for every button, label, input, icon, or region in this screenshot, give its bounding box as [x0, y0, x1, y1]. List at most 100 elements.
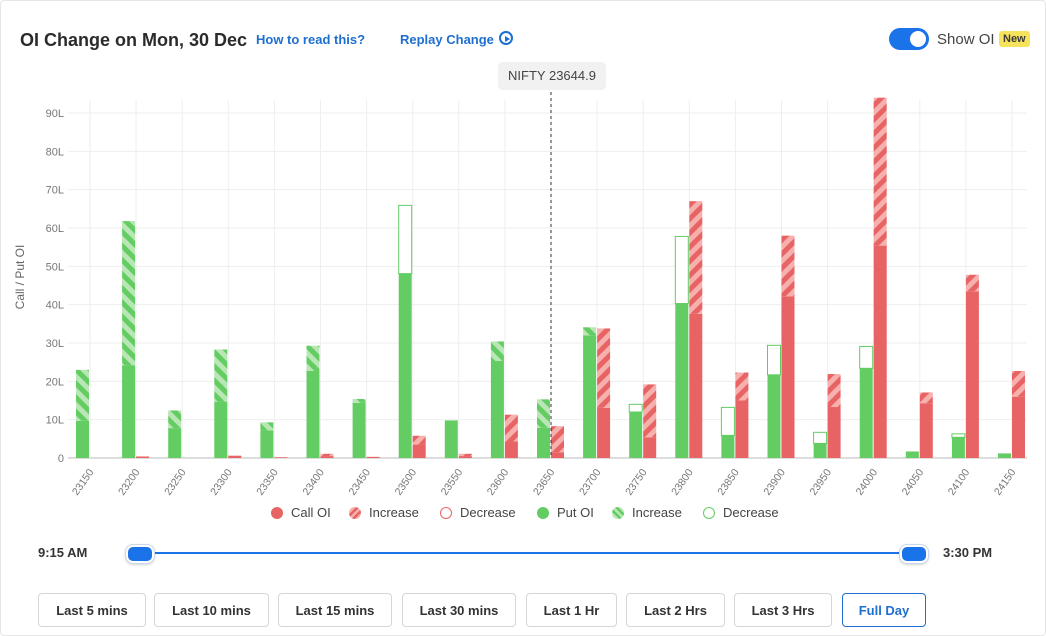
- time-range-button[interactable]: Last 3 Hrs: [734, 593, 832, 627]
- x-tick-label: 23750: [623, 467, 650, 498]
- put-oi-bar: [629, 412, 643, 458]
- y-tick-label: 90L: [46, 108, 64, 120]
- call-increase-bar: [689, 201, 703, 314]
- show-oi-label: Show OI: [937, 31, 995, 48]
- call-oi-bar: [781, 296, 795, 458]
- legend-item-call-outline[interactable]: Decrease: [440, 505, 516, 520]
- call-increase-bar: [1012, 370, 1025, 397]
- time-range-button[interactable]: Last 10 mins: [154, 593, 269, 627]
- put-oi-bar: [306, 370, 320, 458]
- y-tick-label: 40L: [46, 300, 64, 312]
- legend-label: Put OI: [557, 505, 594, 520]
- call-increase-bar: [597, 328, 611, 408]
- put-increase-bar: [490, 341, 504, 362]
- time-range-button[interactable]: Last 5 mins: [38, 593, 146, 627]
- legend-item-put-hatch[interactable]: Increase: [612, 505, 682, 520]
- call-increase-bar: [320, 453, 334, 457]
- legend-item-call-hatch[interactable]: Increase: [349, 505, 419, 520]
- legend-item-put-outline[interactable]: Decrease: [703, 505, 779, 520]
- put-increase-bar: [122, 221, 136, 366]
- x-tick-label: 23450: [346, 467, 373, 498]
- time-range-button[interactable]: Last 30 mins: [402, 593, 516, 627]
- show-oi-toggle[interactable]: [889, 28, 929, 50]
- call-increase-bar: [827, 374, 841, 408]
- call-increase-bar: [643, 384, 657, 438]
- put-oi-bar: [813, 443, 827, 458]
- put-increase-bar: [214, 349, 228, 402]
- new-badge: New: [999, 31, 1030, 47]
- x-tick-label: 24000: [854, 467, 881, 498]
- time-range-button[interactable]: Full Day: [842, 593, 926, 627]
- put-decrease-bar: [859, 345, 874, 369]
- put-increase-bar: [537, 399, 550, 428]
- put-decrease-bar: [720, 406, 735, 436]
- time-range-button[interactable]: Last 1 Hr: [526, 593, 617, 627]
- oi-chart: 0 10L 20L 30L 40L 50L 60L 70L 80L 90L Call / Put …: [13, 92, 1027, 498]
- x-tick-label: 24100: [946, 467, 973, 498]
- time-slider-track[interactable]: [139, 552, 913, 554]
- put-oi-bar: [951, 437, 965, 458]
- replay-change-link[interactable]: Replay Change: [400, 32, 494, 47]
- put-oi-bar: [260, 430, 274, 458]
- call-oi-bar: [458, 456, 472, 458]
- play-icon[interactable]: [499, 31, 513, 45]
- call-oi-bar: [689, 313, 703, 458]
- x-tick-label: 23150: [70, 467, 97, 498]
- y-tick-label: 60L: [46, 223, 64, 235]
- put-oi-bar: [444, 420, 458, 458]
- put-increase-bar: [352, 398, 366, 403]
- y-tick-label: 50L: [46, 261, 64, 273]
- x-tick-label: 23900: [761, 467, 788, 498]
- put-decrease-bar: [628, 403, 643, 413]
- legend-item-put-solid[interactable]: Put OI: [537, 505, 594, 520]
- x-tick-label: 23400: [300, 467, 327, 498]
- x-tick-label: 23350: [254, 467, 281, 498]
- put-oi-bar: [168, 428, 182, 458]
- x-axis: 23150 23200 23250 23300 23350 23400 23450 23500…: [70, 467, 1019, 498]
- legend-label: Call OI: [291, 505, 331, 520]
- call-oi-bar: [1012, 396, 1025, 458]
- put-oi-bar: [721, 435, 735, 458]
- how-to-read-link[interactable]: How to read this?: [256, 32, 366, 47]
- slider-end-handle[interactable]: [900, 545, 928, 563]
- call-oi-bar: [504, 441, 518, 458]
- x-tick-label: 24150: [992, 467, 1019, 498]
- put-increase-bar: [583, 327, 597, 336]
- nifty-spot-tooltip: NIFTY 23644.9: [498, 62, 606, 90]
- call-oi-bar: [366, 456, 380, 458]
- call-oi-bar: [551, 452, 564, 458]
- legend-label: Decrease: [460, 505, 516, 520]
- put-oi-bar: [998, 453, 1011, 458]
- call-increase-bar: [781, 235, 795, 297]
- call-oi-bar: [597, 407, 611, 458]
- x-tick-label: 23700: [577, 467, 604, 498]
- call-oi-bar: [643, 437, 657, 458]
- legend-swatch: [271, 506, 283, 519]
- legend-item-call-solid[interactable]: Call OI: [271, 505, 331, 520]
- put-oi-bar: [905, 451, 919, 458]
- y-tick-label: 80L: [46, 146, 64, 158]
- call-oi-bar: [274, 457, 288, 458]
- chart-legend: Call OI Increase Decrease Put OI Increase Dec…: [0, 505, 1046, 521]
- put-oi-bar: [76, 420, 89, 458]
- put-increase-bar: [76, 369, 89, 421]
- call-oi-bar: [228, 455, 242, 458]
- call-increase-bar: [551, 426, 564, 453]
- call-oi-bar: [965, 291, 979, 458]
- time-range-button[interactable]: Last 2 Hrs: [626, 593, 725, 627]
- x-tick-label: 23550: [439, 467, 466, 498]
- call-increase-bar: [504, 414, 518, 442]
- toggle-knob: [910, 31, 926, 47]
- x-tick-label: 23850: [715, 467, 742, 498]
- put-increase-bar: [260, 422, 274, 431]
- legend-swatch: [537, 506, 549, 519]
- time-range-button[interactable]: Last 15 mins: [278, 593, 392, 627]
- call-oi-bar: [320, 456, 334, 458]
- slider-start-handle[interactable]: [126, 545, 154, 563]
- put-oi-bar: [537, 427, 550, 458]
- call-oi-bar: [919, 403, 933, 458]
- y-tick-label: 30L: [46, 338, 64, 350]
- put-oi-bar: [490, 361, 504, 458]
- x-tick-label: 24050: [900, 467, 927, 498]
- put-oi-bar: [122, 365, 136, 458]
